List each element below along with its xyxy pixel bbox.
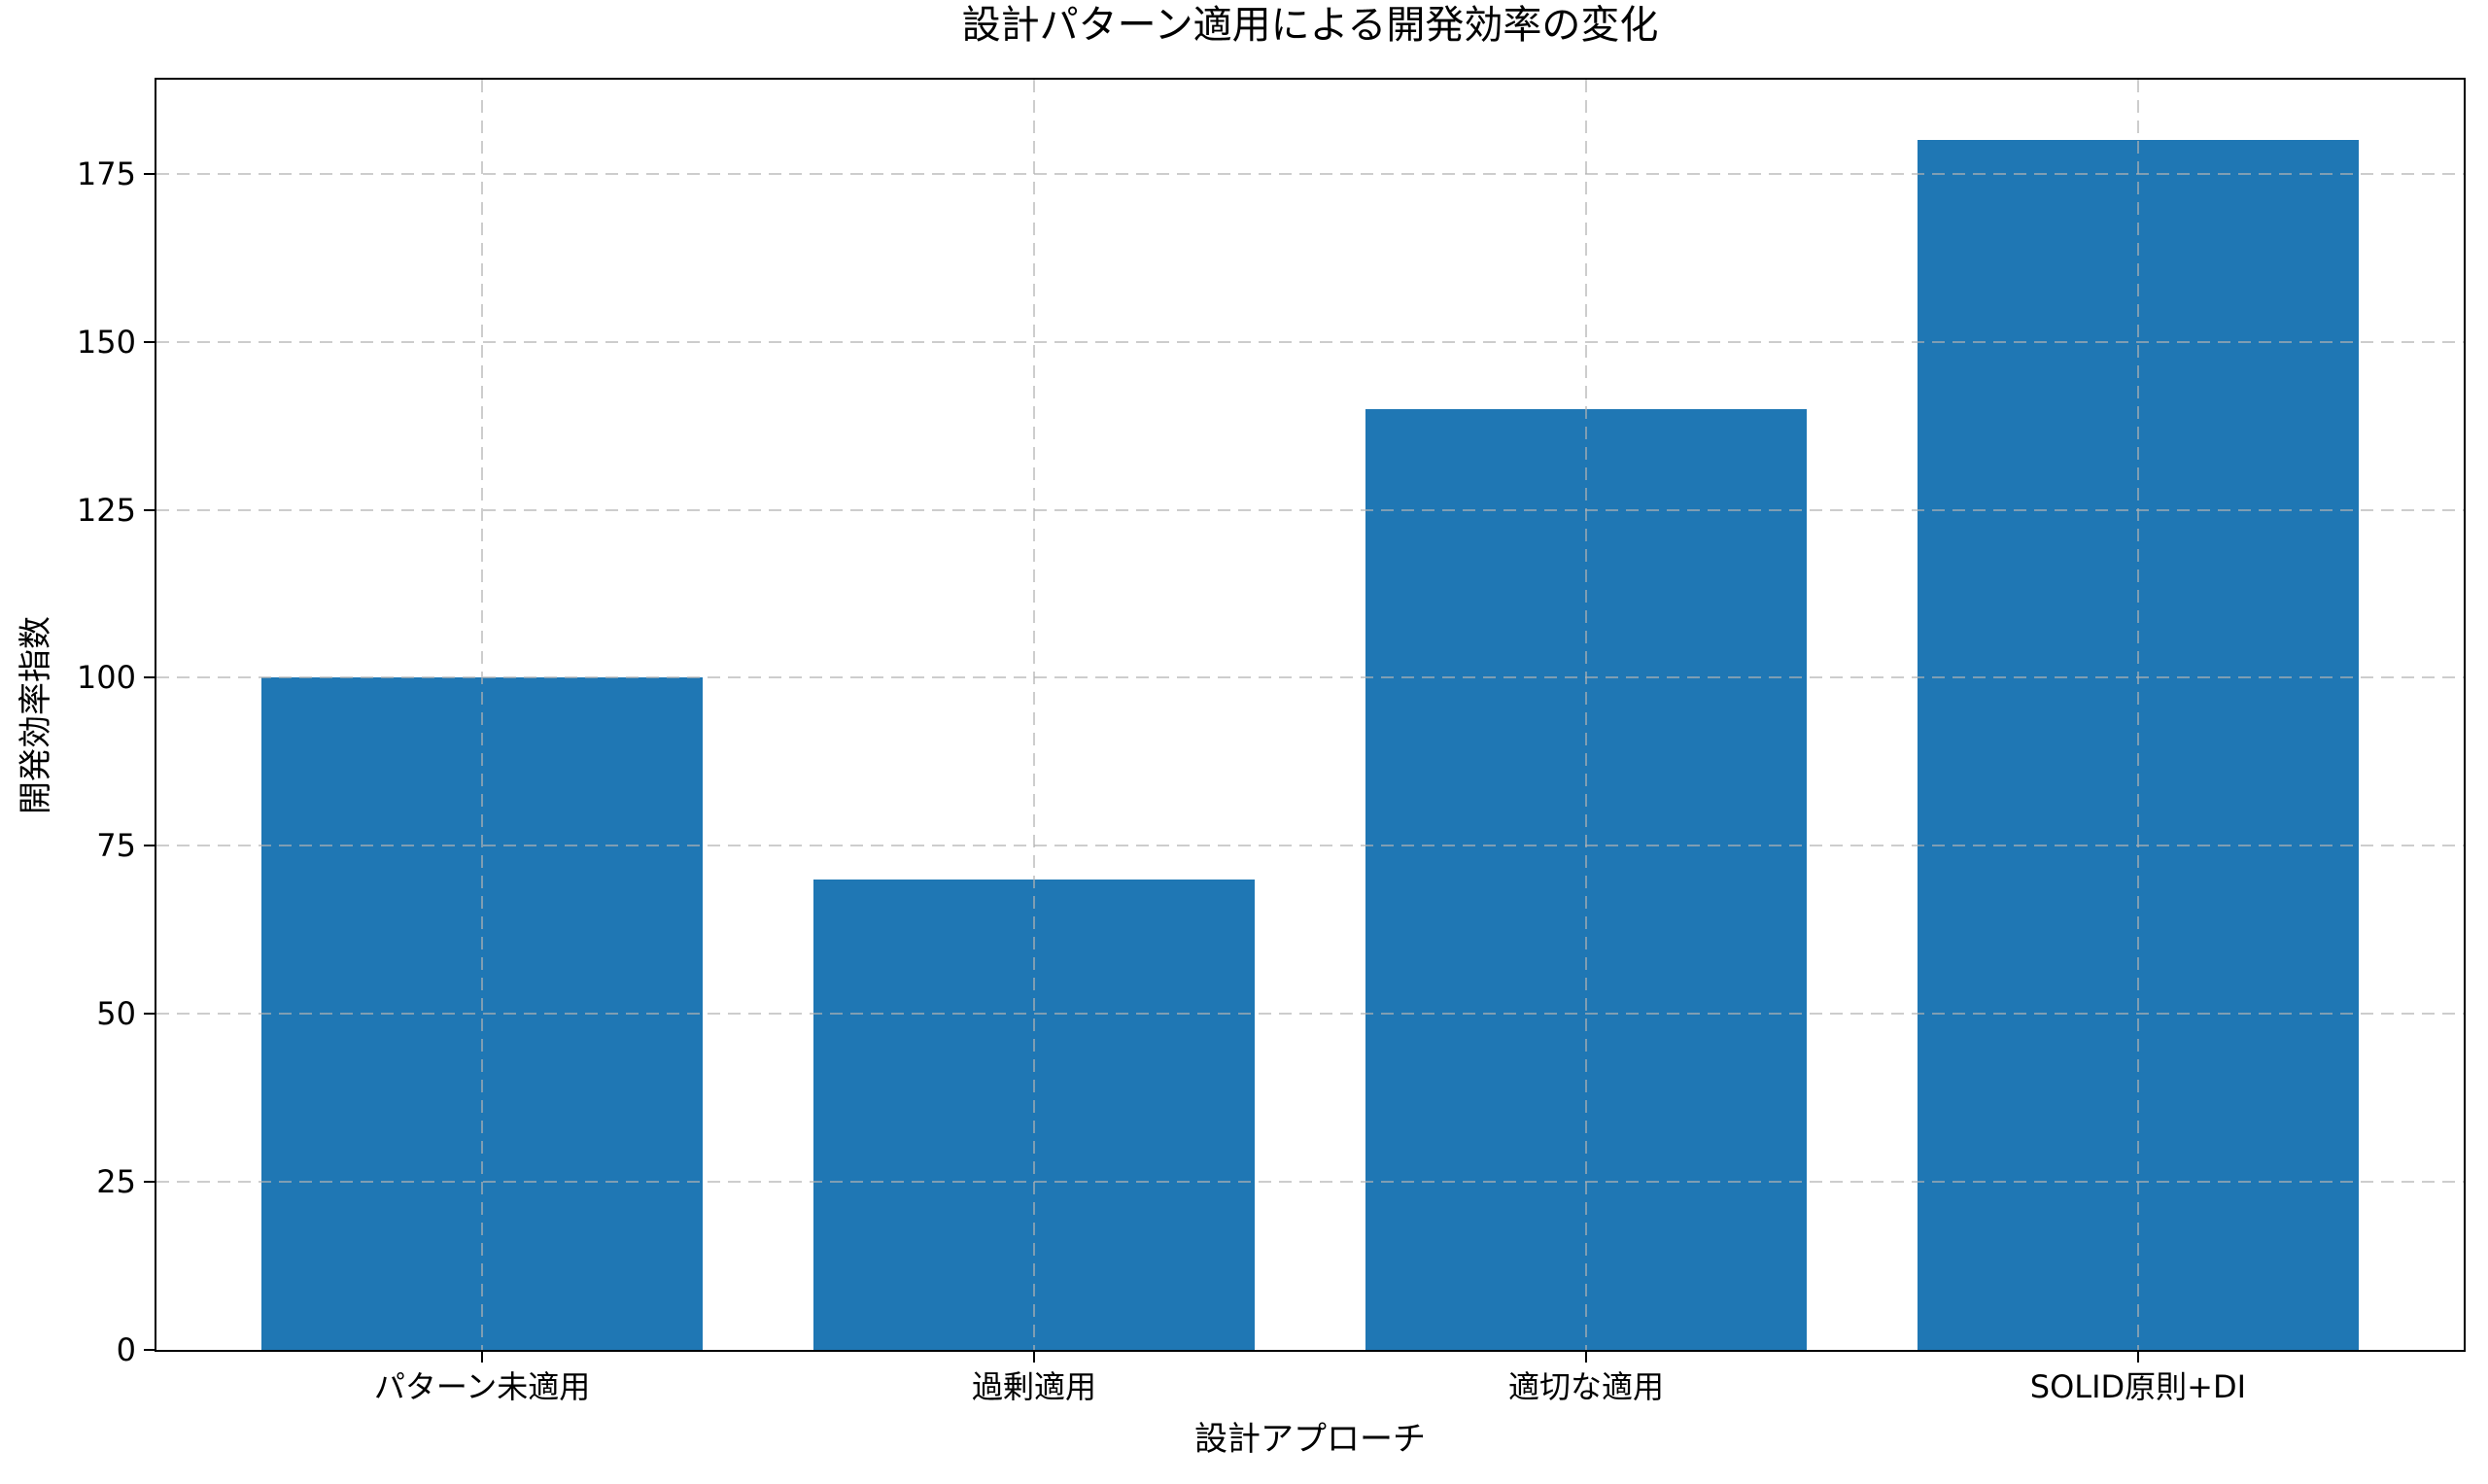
gridline-y-125 — [156, 508, 2464, 511]
x-tick-label-過剰適用: 過剰適用 — [972, 1368, 1097, 1405]
gridline-x-パターン未適用 — [481, 80, 484, 1350]
gridline-y-175 — [156, 172, 2464, 175]
gridline-x-SOLID原則+DI — [2136, 80, 2139, 1350]
y-tick-label-0: 0 — [116, 1331, 136, 1368]
y-tick-label-150: 150 — [76, 323, 136, 361]
x-tick-mark-過剰適用 — [1033, 1350, 1036, 1363]
y-axis-label: 開発効率指数 — [17, 616, 55, 814]
y-tick-label-75: 75 — [96, 827, 136, 865]
y-tick-mark-150 — [144, 340, 156, 343]
plot-area — [155, 78, 2466, 1352]
y-tick-mark-50 — [144, 1013, 156, 1016]
gridline-y-75 — [156, 845, 2464, 847]
y-tick-label-50: 50 — [96, 995, 136, 1033]
y-tick-label-125: 125 — [76, 491, 136, 529]
gridline-y-25 — [156, 1181, 2464, 1184]
y-tick-label-100: 100 — [76, 659, 136, 697]
y-tick-mark-125 — [144, 508, 156, 511]
x-tick-label-適切な適用: 適切な適用 — [1507, 1368, 1664, 1405]
gridline-y-150 — [156, 340, 2464, 343]
x-tick-mark-適切な適用 — [1584, 1350, 1587, 1363]
x-tick-mark-パターン未適用 — [481, 1350, 484, 1363]
chart-title: 設計パターン適用による開発効率の変化 — [961, 3, 1659, 48]
x-axis-label: 設計アプローチ — [1194, 1420, 1426, 1459]
y-tick-mark-175 — [144, 172, 156, 175]
x-tick-label-SOLID原則+DI: SOLID原則+DI — [2029, 1368, 2247, 1405]
y-tick-label-25: 25 — [96, 1163, 136, 1201]
x-tick-label-パターン未適用: パターン未適用 — [373, 1368, 591, 1405]
gridline-x-過剰適用 — [1033, 80, 1036, 1350]
y-tick-mark-0 — [144, 1349, 156, 1351]
gridline-y-50 — [156, 1013, 2464, 1016]
y-tick-label-175: 175 — [76, 155, 136, 192]
y-tick-mark-75 — [144, 845, 156, 847]
gridline-x-適切な適用 — [1584, 80, 1587, 1350]
gridline-y-100 — [156, 676, 2464, 679]
y-tick-mark-100 — [144, 676, 156, 679]
y-tick-mark-25 — [144, 1181, 156, 1184]
x-tick-mark-SOLID原則+DI — [2136, 1350, 2139, 1363]
